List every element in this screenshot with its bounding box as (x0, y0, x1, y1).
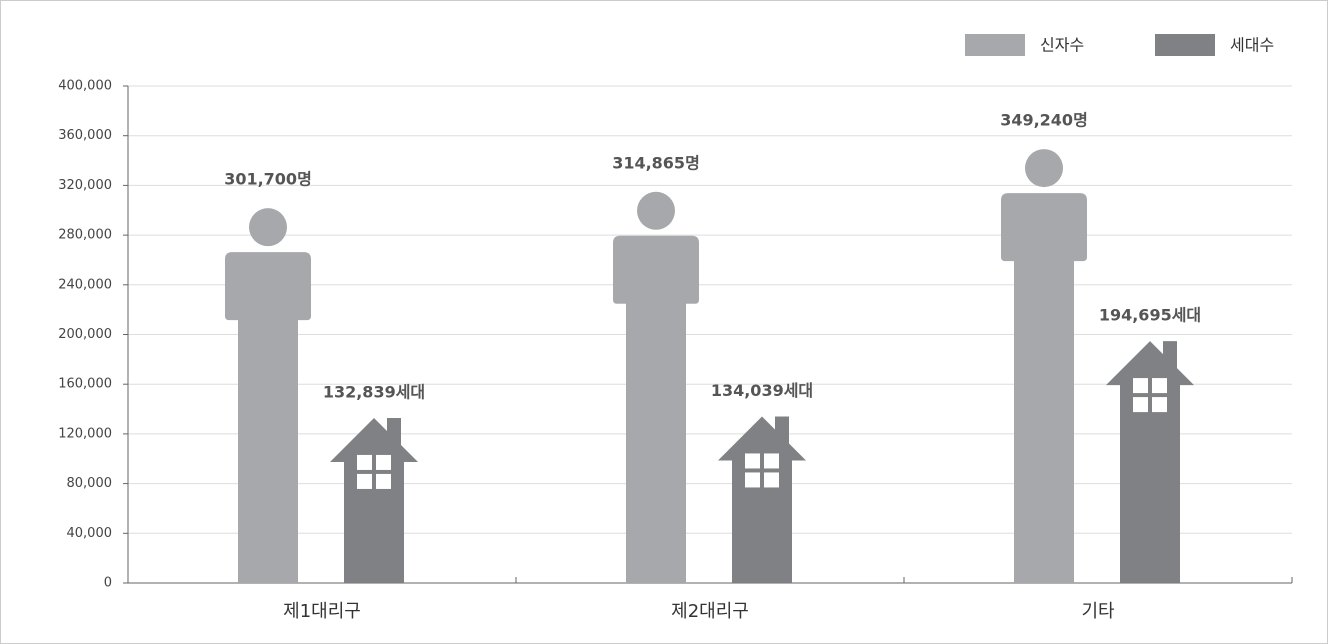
y-tick-label: 360,000 (58, 128, 112, 143)
value-label: 132,839세대 (323, 382, 425, 401)
value-label: 301,700명 (224, 170, 312, 189)
y-tick-label: 80,000 (67, 476, 113, 491)
person-bar (613, 191, 699, 583)
y-tick-label: 120,000 (58, 426, 112, 441)
house-window (745, 472, 760, 488)
house-window (376, 473, 391, 489)
legend-label: 세대수 (1230, 36, 1274, 55)
person-bar (225, 208, 311, 583)
person-bar (1001, 149, 1087, 583)
house-window (745, 453, 760, 469)
y-tick-label: 240,000 (58, 277, 112, 292)
house-bar (330, 417, 418, 583)
y-tick-label: 400,000 (58, 79, 112, 94)
y-tick-label: 0 (104, 576, 112, 591)
house-window (1152, 378, 1167, 394)
value-label: 194,695세대 (1099, 306, 1201, 325)
value-label: 134,039세대 (711, 381, 813, 400)
y-tick-label: 200,000 (58, 327, 112, 342)
house-window (1133, 378, 1148, 394)
value-label: 314,865명 (612, 153, 700, 172)
x-tick-label: 제2대리구 (671, 601, 749, 622)
value-label: 349,240명 (1000, 111, 1088, 130)
house-window (357, 473, 372, 489)
house-bar (1106, 341, 1194, 583)
y-tick-label: 160,000 (58, 377, 112, 392)
house-window (1133, 397, 1148, 413)
legend-swatch (1155, 34, 1215, 56)
house-window (764, 472, 779, 488)
y-tick-label: 320,000 (58, 178, 112, 193)
house-window (376, 454, 391, 470)
y-tick-label: 280,000 (58, 228, 112, 243)
x-tick-label: 제1대리구 (283, 601, 361, 622)
y-tick-label: 40,000 (67, 526, 113, 541)
x-tick-label: 기타 (1081, 601, 1115, 622)
legend-label: 신자수 (1040, 36, 1084, 55)
house-window (1152, 397, 1167, 413)
house-window (357, 454, 372, 470)
house-window (764, 453, 779, 469)
legend-swatch (965, 34, 1025, 56)
house-bar (718, 416, 806, 583)
